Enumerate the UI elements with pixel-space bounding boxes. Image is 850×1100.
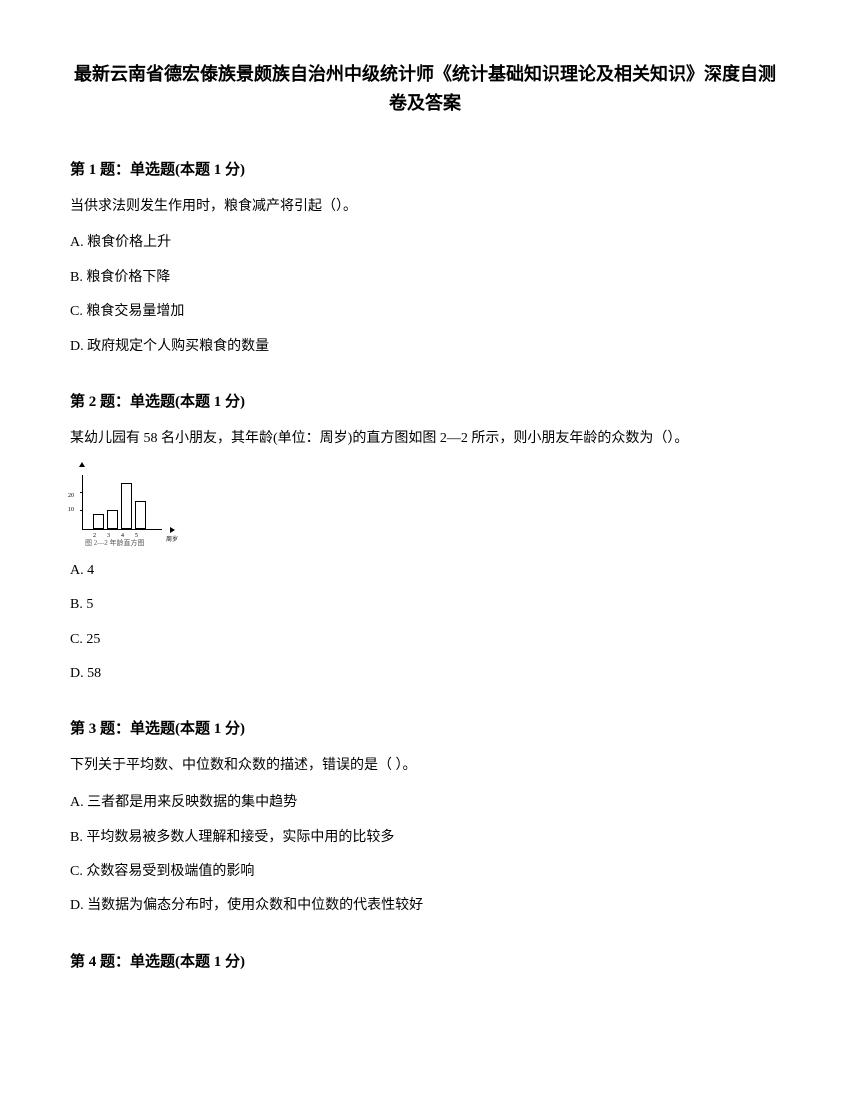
x-axis-label: 周岁: [166, 534, 178, 543]
question-2-header: 第 2 题：单选题(本题 1 分): [70, 390, 780, 411]
question-4-header: 第 4 题：单选题(本题 1 分): [70, 950, 780, 971]
question-1-option-b: B. 粮食价格下降: [70, 267, 780, 289]
question-1-header: 第 1 题：单选题(本题 1 分): [70, 158, 780, 179]
question-1-text: 当供求法则发生作用时，粮食减产将引起（）。: [70, 195, 780, 219]
question-2-option-c: C. 25: [70, 629, 780, 651]
x-axis-arrow-icon: [170, 527, 175, 533]
y-axis-arrow-icon: [79, 462, 85, 467]
histogram-bar-2: [93, 514, 104, 529]
question-3-text: 下列关于平均数、中位数和众数的描述，错误的是（ ）。: [70, 754, 780, 778]
question-2-option-d: D. 58: [70, 663, 780, 685]
chart-axes: 2 3 4 5: [82, 475, 162, 530]
question-3-option-d: D. 当数据为偏态分布时，使用众数和中位数的代表性较好: [70, 895, 780, 917]
histogram-chart: 20 10 2 3 4 5 周岁 图 2—2 年龄直方图: [70, 465, 170, 540]
question-3-option-a: A. 三者都是用来反映数据的集中趋势: [70, 792, 780, 814]
question-2-option-b: B. 5: [70, 594, 780, 616]
question-2-text: 某幼儿园有 58 名小朋友，其年龄(单位：周岁)的直方图如图 2—2 所示，则小…: [70, 427, 780, 451]
y-tick-20: [80, 492, 83, 493]
question-3-header: 第 3 题：单选题(本题 1 分): [70, 717, 780, 738]
question-3: 第 3 题：单选题(本题 1 分) 下列关于平均数、中位数和众数的描述，错误的是…: [70, 717, 780, 917]
chart-caption: 图 2—2 年龄直方图: [85, 538, 145, 548]
question-2-option-a: A. 4: [70, 560, 780, 582]
histogram-bar-5: [135, 501, 146, 529]
document-title: 最新云南省德宏傣族景颇族自治州中级统计师《统计基础知识理论及相关知识》深度自测卷…: [70, 60, 780, 118]
question-2: 第 2 题：单选题(本题 1 分) 某幼儿园有 58 名小朋友，其年龄(单位：周…: [70, 390, 780, 685]
y-label-10: 10: [68, 507, 74, 513]
question-1-option-d: D. 政府规定个人购买粮食的数量: [70, 336, 780, 358]
question-1-option-a: A. 粮食价格上升: [70, 232, 780, 254]
histogram-bar-4: [121, 483, 132, 529]
question-4: 第 4 题：单选题(本题 1 分): [70, 950, 780, 971]
y-tick-10: [80, 510, 83, 511]
question-1-option-c: C. 粮食交易量增加: [70, 301, 780, 323]
histogram-bar-3: [107, 510, 118, 528]
question-1: 第 1 题：单选题(本题 1 分) 当供求法则发生作用时，粮食减产将引起（）。 …: [70, 158, 780, 358]
question-3-option-b: B. 平均数易被多数人理解和接受，实际中用的比较多: [70, 827, 780, 849]
question-3-option-c: C. 众数容易受到极端值的影响: [70, 861, 780, 883]
y-label-20: 20: [68, 493, 74, 499]
